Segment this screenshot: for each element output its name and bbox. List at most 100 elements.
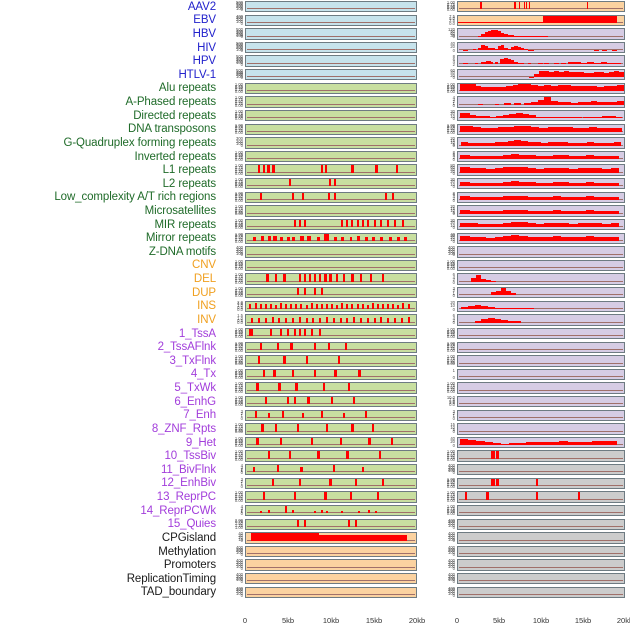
track-plot-area (246, 478, 416, 488)
track-bar (361, 219, 364, 228)
track-bar (257, 165, 261, 173)
y-tick-label: 0.00 (234, 293, 243, 299)
track-bar (587, 142, 595, 146)
track-bar (599, 71, 605, 78)
track-plot-area (246, 288, 416, 297)
track-label-aav2: AAV2 (187, 0, 216, 13)
track-bar (536, 237, 545, 241)
track-panel (457, 586, 625, 599)
track-plot-area (246, 465, 416, 474)
track-bar (317, 236, 321, 241)
y-tick-label: 400 (236, 544, 243, 550)
track-bar (577, 155, 586, 160)
track-bar (536, 479, 538, 487)
y-tick-group: 400 300 200 100 0 (432, 518, 456, 530)
y-tick-label: 0 (452, 306, 455, 312)
track-panel (245, 1, 417, 13)
track-panel (245, 41, 417, 54)
y-tick-label: 0.00 (446, 511, 455, 517)
track-bar (482, 116, 490, 119)
track-bar (402, 219, 405, 228)
track-bar (271, 478, 274, 487)
track-bar (464, 492, 467, 500)
track-bar (348, 519, 351, 527)
y-tick-label: 0 (452, 320, 455, 326)
track-bar (549, 117, 556, 119)
y-tick-label: 0.75 (446, 478, 455, 484)
y-tick-label: 10.0 (446, 394, 455, 400)
track-bar (552, 182, 561, 187)
track-bar (537, 85, 545, 92)
track-bar (577, 236, 586, 241)
track-panel (245, 382, 417, 394)
y-tick-label: 400 (448, 544, 455, 550)
track-bar (514, 2, 516, 10)
track-bar (600, 142, 608, 146)
track-bar (594, 236, 603, 241)
y-tick-label: 10 (450, 424, 455, 430)
track-plot-area (246, 192, 416, 202)
track-bar (303, 328, 307, 337)
track-plot-area (458, 574, 624, 583)
track-bar (507, 140, 515, 146)
track-bar (511, 292, 517, 296)
track-bar (469, 236, 478, 241)
track-bar (523, 2, 525, 10)
track-bar (511, 209, 520, 214)
track-plot-area (246, 274, 416, 283)
y-tick-label: 0 (240, 20, 243, 26)
y-tick-label: 1.00 (234, 231, 243, 237)
y-tick-group: 400 300 200 100 0 (220, 586, 244, 598)
track-bar (542, 15, 618, 23)
y-tick-label: 0.00 (234, 388, 243, 394)
y-tick-group: 30 20 10 0 (432, 218, 456, 230)
y-tick-group: 30 20 10 0 (432, 177, 456, 189)
track-bar (501, 319, 508, 323)
y-tick-group: 80 60 40 20 0 (432, 164, 456, 176)
y-tick-label: 0.00 (234, 443, 243, 449)
y-tick-label: 0.25 (234, 209, 243, 215)
track-bar (476, 115, 483, 119)
track-baseline (247, 62, 415, 64)
track-bar (609, 72, 615, 78)
track-plot-area (458, 29, 624, 38)
track-plot-area (458, 397, 624, 406)
y-tick-label: 40 (450, 70, 455, 76)
track-bar (501, 32, 505, 37)
track-bar (249, 303, 252, 310)
y-tick-label: 3 (240, 408, 243, 414)
track-bar (564, 71, 570, 78)
track-plot-area (246, 125, 416, 134)
left-panel-xtick-label: 15kb (365, 616, 383, 625)
track-bar (497, 127, 507, 132)
track-bar (481, 305, 488, 310)
track-baseline (247, 362, 415, 364)
y-tick-label: 6 (452, 56, 455, 62)
track-bar (320, 509, 323, 514)
y-tick-label: 1.00 (234, 381, 243, 387)
track-bar (507, 48, 512, 51)
y-tick-label: 1.00 (446, 476, 455, 482)
track-plot-area (458, 57, 624, 66)
track-bar (572, 127, 581, 132)
y-tick-label: 0.75 (446, 451, 455, 457)
track-bar (476, 275, 482, 282)
y-tick-label: 1.00 (234, 95, 243, 101)
y-tick-label: 300 (236, 546, 243, 552)
y-tick-label: 0 (452, 34, 455, 40)
track-bar (273, 369, 276, 378)
track-bar (491, 478, 495, 487)
y-tick-label: 1.00 (234, 258, 243, 264)
track-panel (457, 123, 625, 135)
track-bar (393, 317, 396, 323)
track-bar (519, 222, 528, 228)
track-panel (457, 518, 625, 530)
y-tick-label: 1.00 (234, 367, 243, 373)
track-panel (457, 423, 625, 435)
track-panel (245, 273, 417, 285)
y-tick-label: 200 (448, 562, 455, 567)
track-bar (333, 192, 336, 201)
y-tick-group: 1.00 0.75 0.50 0.25 0.00 (220, 164, 244, 176)
track-baseline (459, 253, 623, 255)
